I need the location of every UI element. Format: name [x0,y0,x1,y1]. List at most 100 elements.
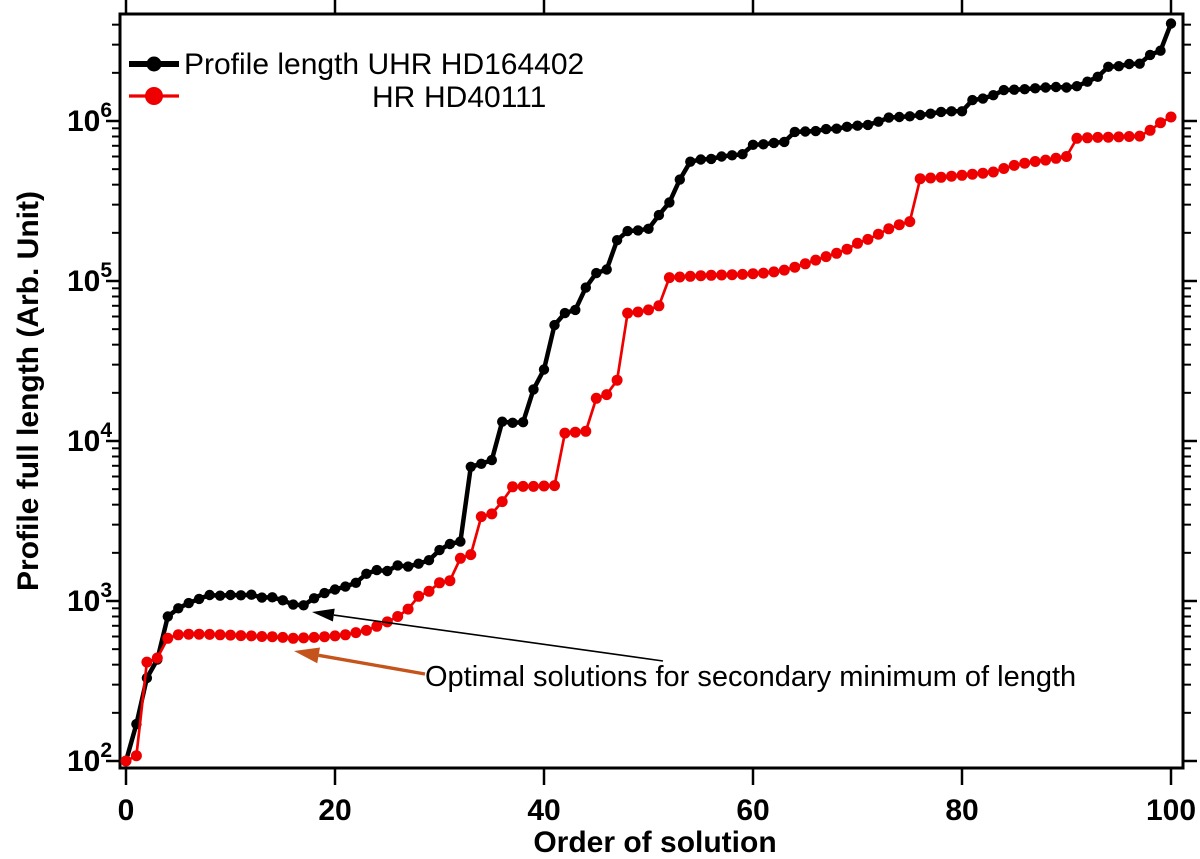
series-hr-point [538,480,550,492]
series-hr-point [852,237,863,249]
series-hr-point [601,389,613,401]
series-uhr-point [277,595,288,606]
series-uhr-point [497,416,508,427]
series-uhr-point [800,126,811,137]
series-hr-point [956,169,968,181]
series-hr-point [339,629,351,641]
series-uhr-point [444,538,456,550]
series-hr-point [925,172,937,184]
series-uhr-point [998,84,1009,96]
series-uhr-point [831,123,842,134]
series-uhr-point [820,123,832,135]
x-axis-title: Order of solution [533,826,776,859]
series-hr-point [946,170,957,182]
series-uhr-point [267,592,278,603]
series-hr-point [392,611,404,622]
series-hr-point [987,166,999,178]
series-uhr-point [632,225,644,236]
series-uhr-point [465,461,476,472]
series-hr-point [549,480,560,492]
series-uhr-point [382,565,393,577]
series-hr-point [172,629,184,641]
series-hr-point [486,508,498,520]
series-uhr-point [758,139,769,150]
series-uhr-point [538,364,550,375]
series-hr-point [663,272,675,284]
series-uhr-point [685,156,696,167]
series-uhr-point [476,458,487,469]
series-uhr-point [904,111,915,122]
series-hr-point [831,247,843,259]
series-uhr-point [1040,82,1051,93]
series-hr-point [225,629,236,641]
series-uhr [120,18,1177,767]
series-hr-point [507,481,519,493]
series-hr-point [998,163,1010,174]
series-hr-point [1092,131,1104,143]
series-uhr-point [977,93,989,104]
series-hr-point [496,496,508,508]
series-hr-point [705,269,717,281]
y-axis-title: Profile full length (Arb. Unit) [12,191,45,591]
y-tick-label: 106 [67,99,112,138]
series-uhr-point [935,106,947,118]
series-hr-point [904,216,916,228]
series-uhr-point [925,108,936,119]
axes-layer: 0 20 40 60 80 100 102 103 104 105 106 [67,0,1197,827]
series-uhr-point [570,304,581,316]
series-hr-point [580,425,592,437]
series-uhr-point [1030,83,1041,94]
series-hr-point [893,219,905,231]
series-hr-point [1155,117,1166,129]
series-uhr-point [308,593,320,604]
arrows-layer [294,608,664,676]
series-hr-point [287,632,299,644]
series-hr-point [350,627,362,639]
series-uhr-point [1113,60,1125,72]
series-uhr-point [141,672,153,684]
series-hr-point [799,258,811,270]
series-uhr-point [622,225,633,237]
series-hr-point [1008,159,1020,171]
series-uhr-point [371,564,382,576]
series-hr-point [966,168,978,180]
series-hr-point [308,631,320,643]
legend-row1-label: Profile length UHR HD164402 [184,48,584,81]
series-uhr-point [768,137,780,149]
series-uhr-point [883,112,894,123]
series-hr-point [151,652,163,664]
series-hr-point [141,656,153,668]
series-hr-point [611,374,623,386]
series-uhr-point [1050,81,1062,93]
annotation-arrow-orange-head [294,647,321,664]
series-hr-point [747,268,759,280]
series-hr-point [1102,131,1114,143]
series-uhr-point [726,150,738,161]
series-uhr-point [915,109,926,121]
series-uhr-point [361,568,372,579]
series-hr-point [789,261,801,273]
series-uhr-point [695,154,706,165]
series-hr-point [277,631,289,643]
series-uhr-point [643,223,654,234]
series-uhr-point [1155,45,1166,56]
series-uhr-point [486,454,497,466]
series-uhr-point [392,560,403,571]
series-uhr-point [737,149,748,160]
series-uhr-point [256,592,268,603]
series-hr-point [1050,152,1062,164]
series-uhr-point [611,235,623,246]
legend-sample-marker [146,56,162,72]
series-uhr-point [1071,81,1083,92]
x-tick-label: 60 [736,794,769,827]
series-hr-point [517,480,529,492]
series-hr-point [643,304,654,316]
series-hr-point [977,167,989,179]
series-uhr-point [549,319,560,331]
series-hr-point [329,630,341,642]
series-hr-point [695,270,707,282]
annotation-arrow-black-head [312,608,335,622]
series-uhr-point [852,120,863,131]
series-hr-point [841,243,853,255]
